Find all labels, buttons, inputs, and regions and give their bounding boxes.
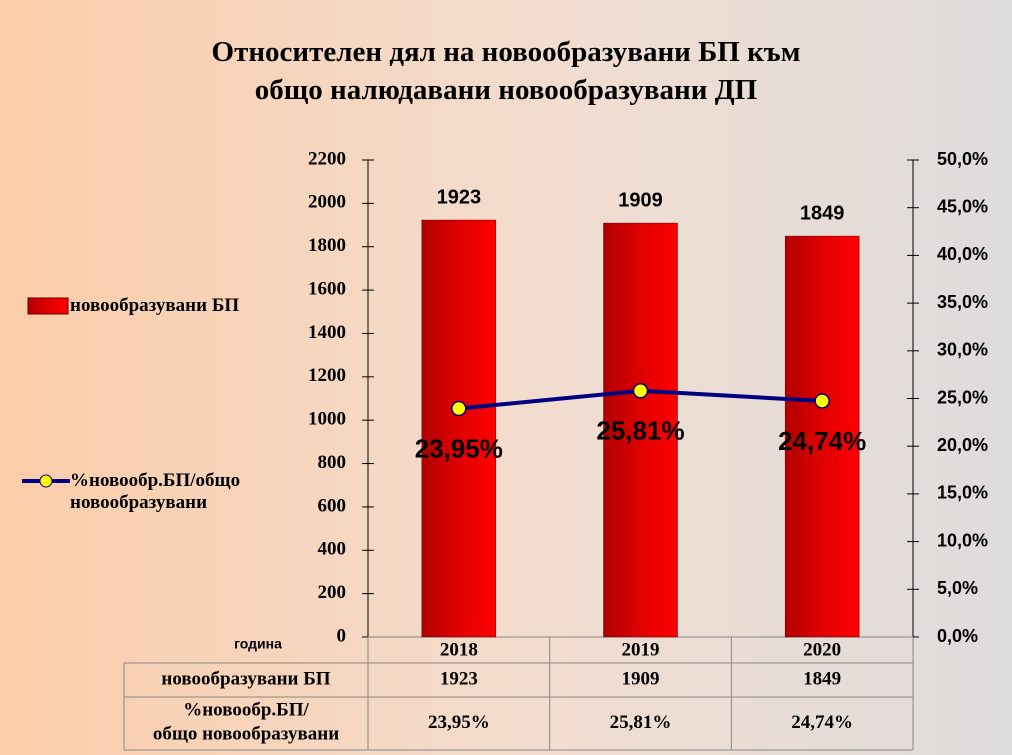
y-tick-label: 1600 <box>308 278 346 299</box>
line-value-label: 24,74% <box>778 426 866 456</box>
x-axis-label: година <box>234 636 282 652</box>
y-tick-label: 2200 <box>308 148 346 169</box>
legend-symbol <box>39 474 53 488</box>
table-cell: 23,95% <box>428 712 490 733</box>
table-cell: 25,81% <box>610 712 672 733</box>
y2-tick-label: 20,0% <box>937 435 988 455</box>
y-tick-label: 1400 <box>308 322 346 343</box>
table-cell: 1909 <box>622 668 660 689</box>
line-value-label: 23,95% <box>415 433 503 463</box>
y-tick-label: 0 <box>337 625 347 646</box>
legend-symbol <box>27 297 69 315</box>
line-marker <box>632 383 649 399</box>
y-tick-label: 600 <box>318 495 347 516</box>
x-tick-label: 2019 <box>622 639 660 660</box>
y2-tick-label: 0,0% <box>937 626 978 646</box>
line-value-label: 25,81% <box>596 416 684 446</box>
y-tick-label: 200 <box>318 582 347 603</box>
table-cell: 1849 <box>803 668 841 689</box>
x-tick-label: 2020 <box>803 639 841 660</box>
y2-tick-label: 50,0% <box>937 149 988 169</box>
y-tick-label: 2000 <box>308 192 346 213</box>
y-tick-label: 800 <box>318 452 347 473</box>
table-cell: 1923 <box>440 668 478 689</box>
table-row-header: новообразувани БП <box>161 668 330 689</box>
legend-label: новообразувани БП <box>70 295 240 316</box>
bar-value-label: 1849 <box>800 202 845 224</box>
y-tick-label: 1000 <box>308 409 346 430</box>
y-tick-label: 1800 <box>308 235 346 256</box>
y2-tick-label: 10,0% <box>937 530 988 550</box>
y2-tick-label: 30,0% <box>937 340 988 360</box>
y2-tick-label: 45,0% <box>937 196 988 216</box>
line-marker <box>451 400 467 417</box>
table-cell: 24,74% <box>791 712 853 733</box>
table-row-header: %новообр.БП/ <box>183 699 309 720</box>
x-tick-label: 2018 <box>440 639 478 660</box>
y2-tick-label: 40,0% <box>937 244 988 264</box>
chart-title: общо налюдавани новообразувани ДП <box>254 74 758 106</box>
y2-tick-label: 35,0% <box>937 292 988 312</box>
bar <box>784 235 860 638</box>
y-tick-label: 400 <box>318 539 347 560</box>
bar-value-label: 1909 <box>618 189 663 211</box>
y-tick-label: 1200 <box>308 365 346 386</box>
y2-tick-label: 25,0% <box>937 387 988 407</box>
line-marker <box>814 393 830 409</box>
bar-value-label: 1923 <box>437 186 482 208</box>
bar <box>603 222 678 638</box>
y2-tick-label: 5,0% <box>937 578 978 598</box>
chart-title: Относителен дял на новообразувани БП към <box>211 36 801 68</box>
y2-tick-label: 15,0% <box>937 483 988 503</box>
table-row-header: общо новообразувани <box>153 723 339 744</box>
legend-label: %новообр.БП/общо новообразувани <box>70 470 241 513</box>
bar <box>421 219 497 638</box>
